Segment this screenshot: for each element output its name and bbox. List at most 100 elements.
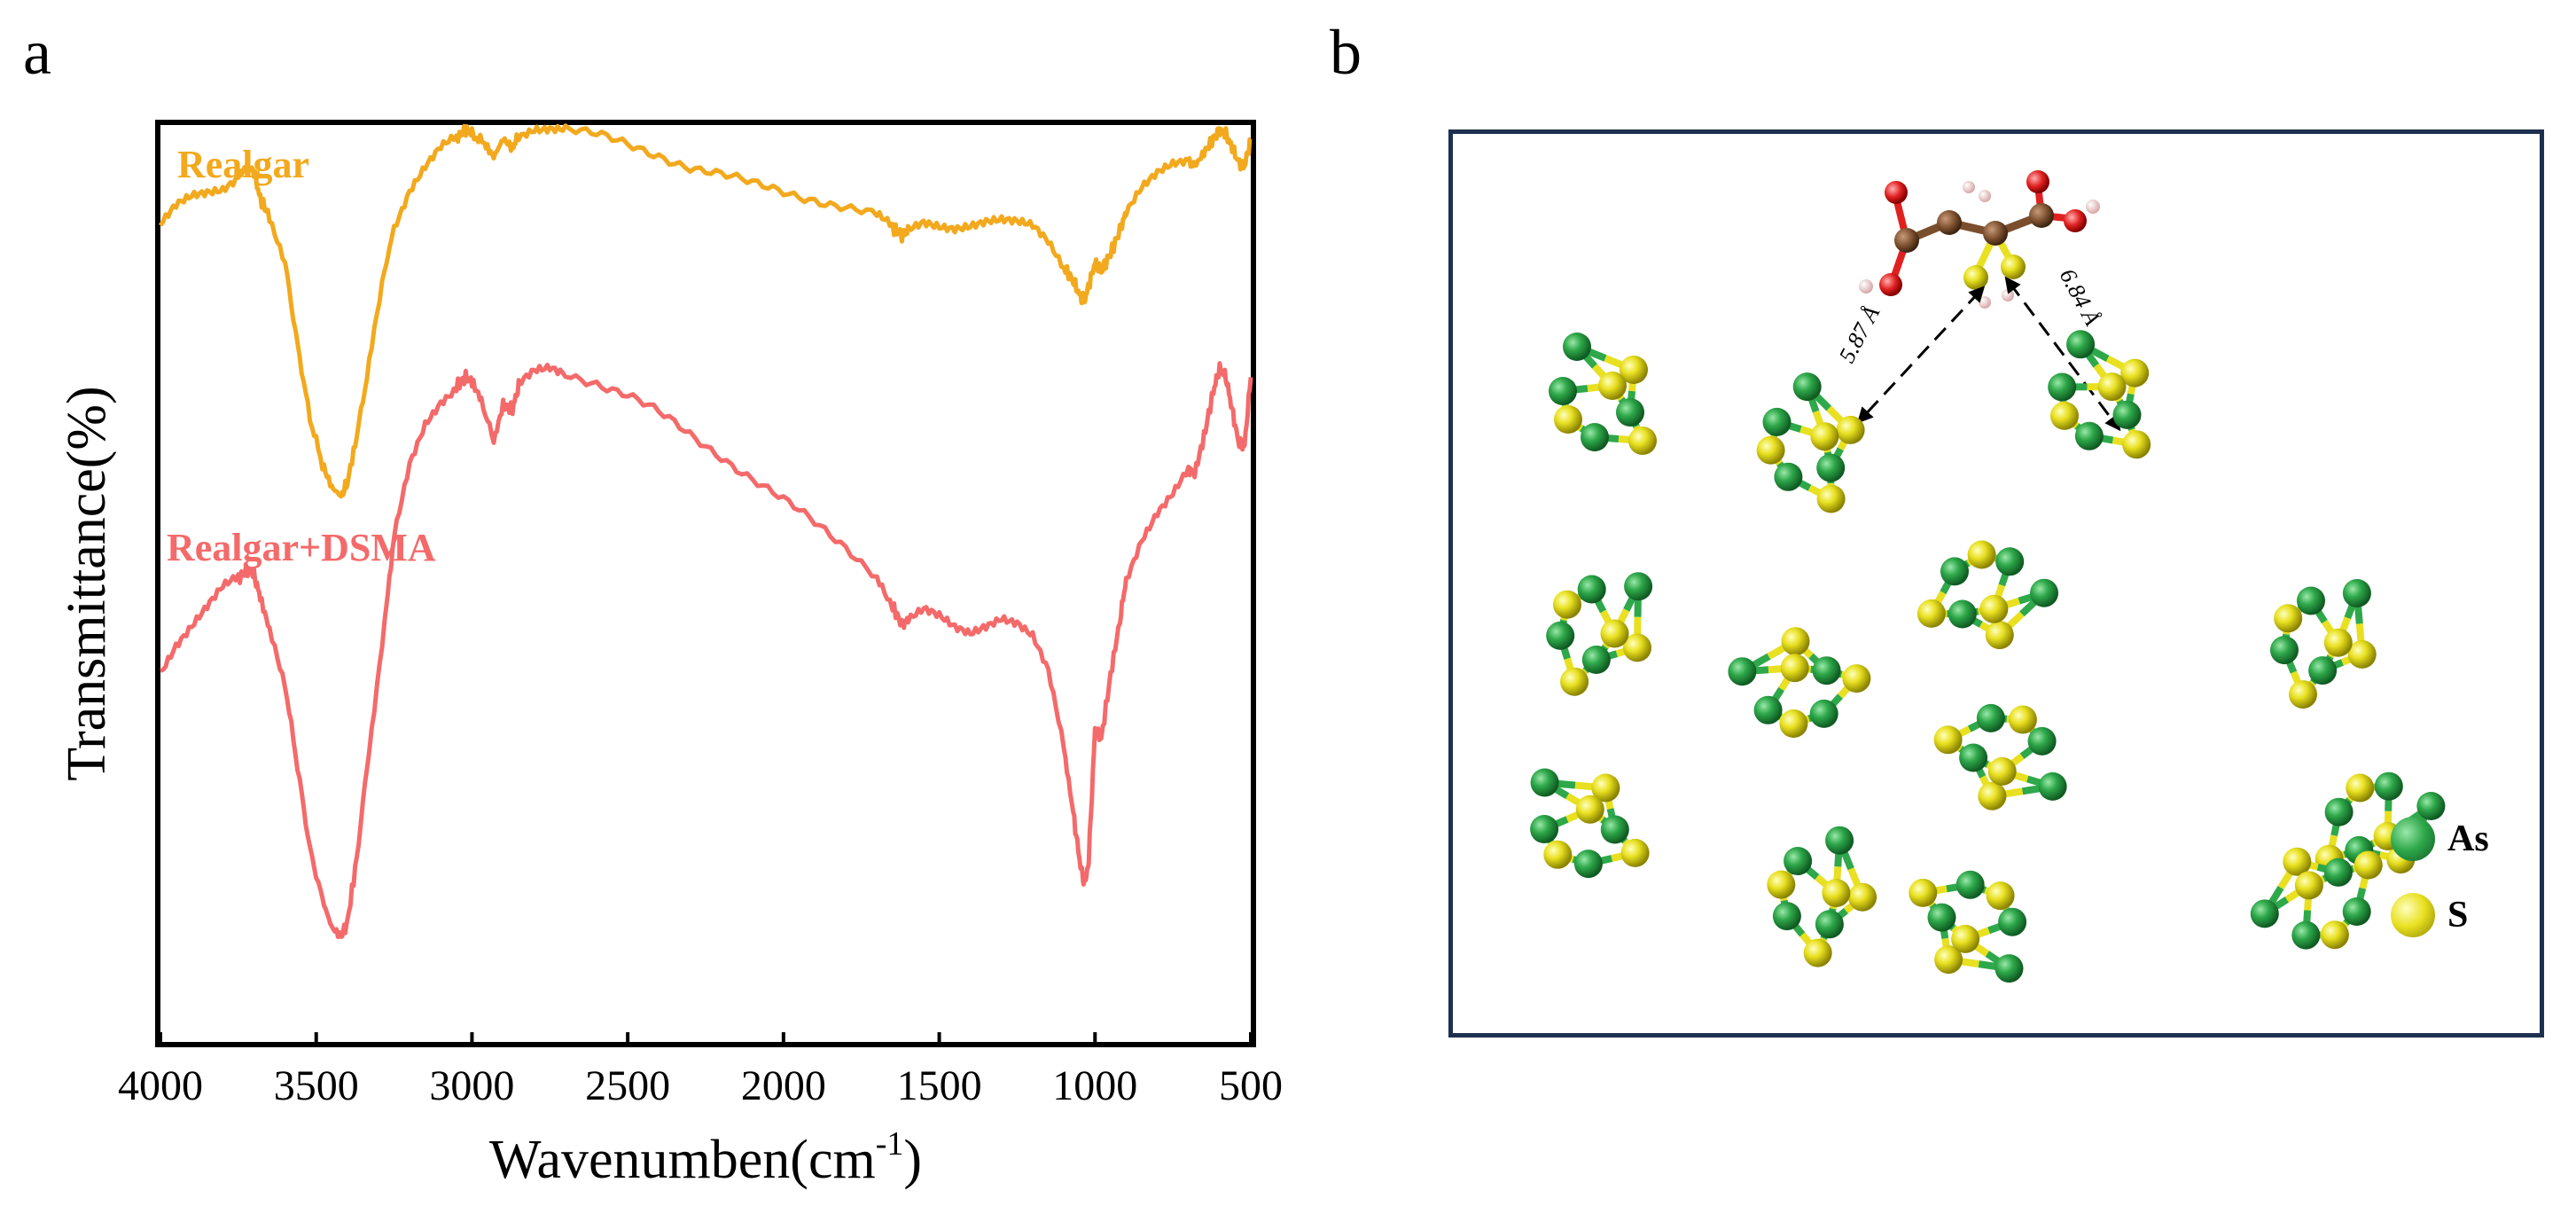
atom-as bbox=[2323, 858, 2353, 887]
legend-swatch-s bbox=[2391, 893, 2435, 937]
as4s4-cluster bbox=[1546, 572, 1653, 696]
atom-as bbox=[1825, 826, 1854, 855]
atom-h bbox=[1859, 279, 1873, 294]
atom-as bbox=[1581, 646, 1611, 674]
series-layer bbox=[158, 123, 1253, 939]
as4s4-cluster bbox=[2250, 847, 2383, 950]
atom-s bbox=[1934, 945, 1963, 975]
x-axis-label-close: ) bbox=[903, 1130, 922, 1190]
atom-as bbox=[1546, 621, 1575, 650]
atom-c bbox=[1937, 210, 1962, 235]
atom-as bbox=[2416, 792, 2446, 820]
atom-s bbox=[1951, 924, 1980, 953]
atom-as bbox=[2270, 636, 2299, 665]
atom-s bbox=[2283, 847, 2312, 876]
atom-s bbox=[1767, 870, 1796, 899]
atom-as bbox=[1581, 423, 1609, 451]
atom-as bbox=[1530, 768, 1559, 797]
distance-label-left: 5.87 Å bbox=[1834, 302, 1885, 367]
panel-label-a: a bbox=[23, 17, 51, 88]
legend-swatch-as bbox=[2391, 817, 2435, 861]
atom-as bbox=[2308, 656, 2338, 685]
atom-s bbox=[2347, 639, 2377, 669]
atom-as bbox=[1772, 902, 1801, 931]
atom-h bbox=[2002, 289, 2014, 302]
atom-as bbox=[1976, 703, 2005, 732]
atom-s bbox=[1780, 654, 1809, 683]
series-line-realgar bbox=[158, 123, 1253, 499]
atom-s bbox=[1836, 415, 1865, 444]
atom-as bbox=[2027, 726, 2057, 756]
atom-as bbox=[1600, 815, 1629, 844]
atom-s bbox=[1779, 709, 1808, 738]
legend-label-s: S bbox=[2447, 895, 2469, 936]
atom-as bbox=[2250, 899, 2279, 928]
structure-panel: 5.87 Å 6.84 Å As S bbox=[1448, 129, 2544, 1038]
atom-s bbox=[1598, 372, 1627, 400]
atom-as bbox=[1549, 377, 1577, 405]
atom-o bbox=[1885, 181, 1908, 204]
atom-h bbox=[2086, 200, 2100, 214]
atom-c bbox=[1894, 228, 1919, 253]
distance-label-right: 6.84 Å bbox=[2055, 264, 2106, 330]
atom-s bbox=[1591, 773, 1620, 803]
atom-as bbox=[1762, 407, 1791, 436]
atom-as bbox=[1616, 398, 1644, 427]
as4s4-cluster bbox=[1756, 372, 1865, 513]
legend-item-as: As bbox=[2391, 817, 2489, 861]
atom-as bbox=[1816, 453, 1846, 482]
x-axis-ticks: 4000 3500 3000 2500 2000 1500 1000 500 bbox=[118, 1032, 1283, 1109]
as4s4-cluster bbox=[1728, 627, 1871, 738]
atom-as bbox=[2291, 920, 2321, 950]
atom-s bbox=[1620, 356, 1648, 384]
atom-as bbox=[1728, 657, 1757, 686]
atom-as bbox=[1753, 695, 1783, 724]
atom-o bbox=[2026, 170, 2049, 193]
atom-s bbox=[1978, 781, 2007, 811]
atom-as bbox=[2038, 771, 2067, 801]
atom-s bbox=[1554, 405, 1582, 434]
atom-s bbox=[1987, 756, 2017, 786]
atom-s bbox=[1756, 435, 1785, 465]
distance-arrow-left bbox=[1856, 286, 1986, 424]
atom-s bbox=[1842, 664, 1871, 693]
atom-as bbox=[1927, 903, 1956, 932]
atom-s bbox=[2050, 401, 2079, 430]
atom-s bbox=[2323, 628, 2353, 657]
structure-drawing: 5.87 Å 6.84 Å bbox=[1530, 170, 2446, 983]
atom-as bbox=[1812, 656, 1841, 685]
atom-as bbox=[2374, 771, 2403, 801]
atom-s bbox=[2001, 255, 2026, 279]
atom-s bbox=[1560, 667, 1589, 696]
ftir-chart: 4000 3500 3000 2500 2000 1500 1000 500 Realgar … bbox=[57, 120, 1283, 1190]
legend-label-as: As bbox=[2447, 818, 2489, 859]
legend-item-s: S bbox=[2391, 893, 2468, 937]
atom-as bbox=[1940, 557, 1969, 586]
atom-as bbox=[1530, 815, 1559, 843]
atom-h bbox=[1979, 296, 1991, 309]
atom-as bbox=[2342, 579, 2371, 607]
atom-as bbox=[1784, 847, 1813, 875]
atom-s bbox=[2294, 871, 2323, 900]
atom-c bbox=[1983, 221, 2008, 246]
as4s4-cluster bbox=[1767, 826, 1877, 967]
atom-s bbox=[2008, 705, 2037, 734]
series-label-realgar: Realgar bbox=[177, 143, 309, 186]
atom-as bbox=[1955, 870, 1985, 899]
atom-as bbox=[1624, 572, 1653, 601]
x-axis-label: Wavenumben(cm-1) bbox=[489, 1125, 922, 1190]
atom-as bbox=[1792, 372, 1822, 402]
atom-s bbox=[2274, 604, 2303, 633]
atom-s bbox=[1543, 840, 1573, 869]
atom-s bbox=[1916, 599, 1946, 628]
atom-as bbox=[1573, 850, 1603, 879]
atom-as bbox=[1774, 462, 1803, 491]
atom-as bbox=[2324, 797, 2354, 826]
as4s4-cluster bbox=[1933, 703, 2067, 811]
x-tick-label: 3000 bbox=[429, 1062, 514, 1109]
plot-frame bbox=[155, 120, 1256, 1047]
atom-as bbox=[1948, 599, 1977, 629]
atom-s bbox=[1985, 621, 2014, 650]
atom-o bbox=[2064, 209, 2087, 232]
atom-s bbox=[1848, 882, 1877, 912]
